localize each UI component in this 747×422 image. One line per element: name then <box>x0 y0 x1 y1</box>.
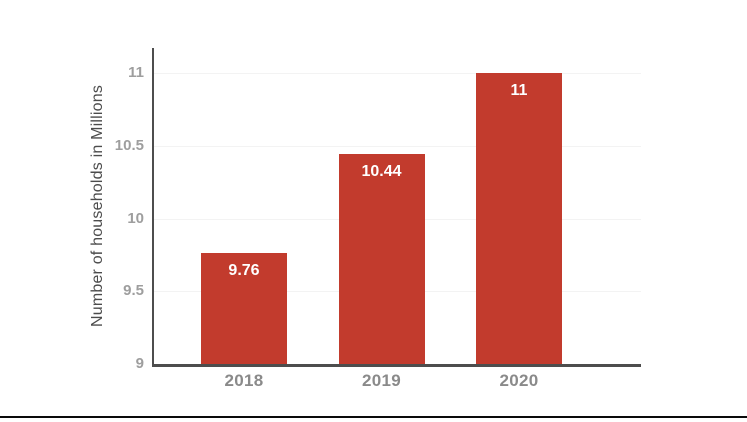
y-tick-label: 11 <box>128 64 144 81</box>
x-axis-line <box>152 364 641 367</box>
bar-2019: 10.44 <box>338 154 425 364</box>
bar-value-label: 11 <box>510 82 528 99</box>
y-tick-label: 10 <box>127 209 144 227</box>
x-axis-label-2019: 2019 <box>361 371 402 390</box>
y-tick-label: 9 <box>135 355 144 372</box>
y-tick-label: 9.5 <box>123 282 144 300</box>
page-divider-line <box>0 416 747 418</box>
x-axis-label-2018: 2018 <box>224 371 264 390</box>
gridline <box>154 145 641 147</box>
x-axis-label-2020: 2020 <box>499 371 539 390</box>
bar-2020: 11 <box>476 73 562 364</box>
y-tick-label: 10.5 <box>114 136 144 154</box>
bar-2018: 9.76 <box>201 253 287 364</box>
bar-value-label: 9.76 <box>228 262 260 280</box>
y-axis-line <box>152 48 154 366</box>
bar-value-label: 10.44 <box>361 163 402 181</box>
gridline <box>154 73 641 74</box>
